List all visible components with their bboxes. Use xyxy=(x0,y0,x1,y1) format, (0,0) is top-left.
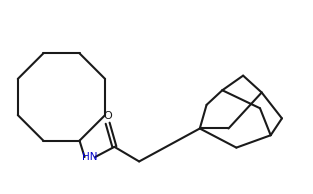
Text: HN: HN xyxy=(82,152,97,162)
Text: O: O xyxy=(103,112,112,121)
